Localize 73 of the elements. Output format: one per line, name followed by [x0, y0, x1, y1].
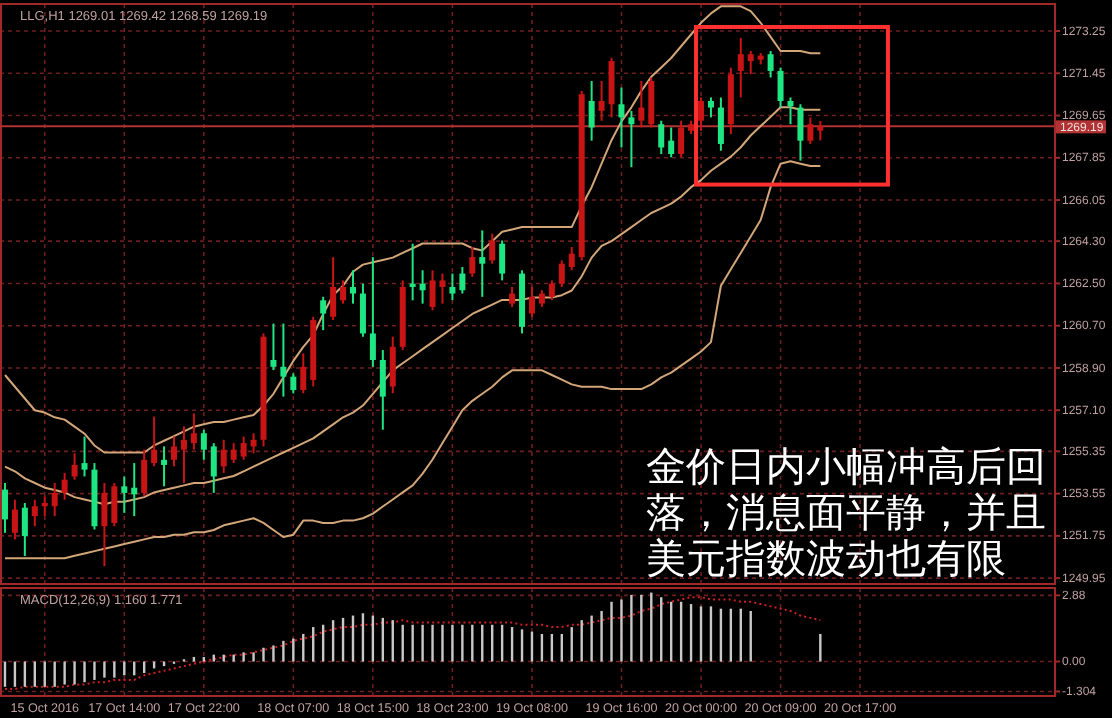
candlestick: [111, 482, 118, 528]
candlestick: [528, 285, 535, 318]
candlestick: [379, 349, 386, 431]
candlestick: [707, 96, 714, 119]
candlestick: [141, 448, 148, 498]
candlestick: [31, 498, 38, 528]
candlestick: [131, 462, 138, 518]
candlestick: [777, 66, 784, 109]
candlestick: [280, 322, 287, 398]
candlestick: [220, 438, 227, 474]
candlestick: [409, 242, 416, 302]
candlestick: [389, 335, 396, 395]
line-series: [3, 596, 822, 691]
candlestick: [797, 103, 804, 162]
candlestick: [151, 415, 158, 468]
candlestick: [171, 435, 178, 468]
candlestick: [320, 295, 327, 332]
candlestick: [469, 246, 476, 278]
candlestick: [668, 126, 675, 159]
candlestick: [1, 482, 8, 534]
candlestick: [499, 239, 506, 282]
candlestick: [638, 80, 645, 129]
candlestick: [807, 116, 814, 145]
candlestick: [359, 282, 366, 338]
candlestick: [678, 119, 685, 159]
candlestick: [369, 256, 376, 368]
candlestick: [340, 279, 347, 305]
candlestick: [270, 322, 277, 372]
candlestick: [161, 445, 168, 488]
candlestick: [330, 256, 337, 322]
candlestick: [459, 266, 466, 295]
candlestick: [558, 259, 565, 288]
candlestick: [509, 285, 516, 308]
candlestick: [608, 56, 615, 119]
candlestick: [230, 442, 237, 465]
candlestick: [41, 495, 48, 518]
candlestick: [568, 246, 575, 272]
candlestick: [121, 475, 128, 514]
candlestick: [747, 49, 754, 76]
candlestick: [489, 232, 496, 265]
candlestick: [240, 435, 247, 461]
candlestick: [817, 119, 824, 142]
candlestick: [787, 96, 794, 126]
candlestick: [51, 482, 58, 518]
candlestick: [300, 352, 307, 395]
candlestick: [479, 229, 486, 298]
candlestick: [11, 498, 18, 541]
annotation: 金价日内小幅冲高后回落，消息面平静，并且美元指数波动也有限: [646, 442, 1046, 582]
candlestick: [419, 269, 426, 305]
candlestick: [598, 80, 605, 122]
candlestick: [588, 80, 595, 142]
candlestick: [698, 96, 705, 132]
candlestick: [101, 482, 108, 568]
candlestick: [250, 432, 257, 455]
candlestick: [190, 412, 197, 451]
candlestick: [648, 76, 655, 129]
candlestick: [767, 49, 774, 79]
candlestick: [180, 425, 187, 485]
candlestick: [210, 442, 217, 494]
candlestick: [290, 372, 297, 395]
candlestick: [71, 452, 78, 481]
candlestick: [21, 501, 28, 558]
candlestick: [200, 428, 207, 461]
candlestick: [628, 109, 635, 169]
candlestick: [737, 36, 744, 99]
candlestick: [449, 272, 456, 302]
candlestick: [618, 86, 625, 149]
candlestick: [81, 435, 88, 478]
candlestick: [658, 119, 665, 156]
candlestick: [61, 471, 68, 501]
candlestick: [349, 269, 356, 305]
candlestick: [717, 96, 724, 152]
candlestick: [548, 279, 555, 302]
